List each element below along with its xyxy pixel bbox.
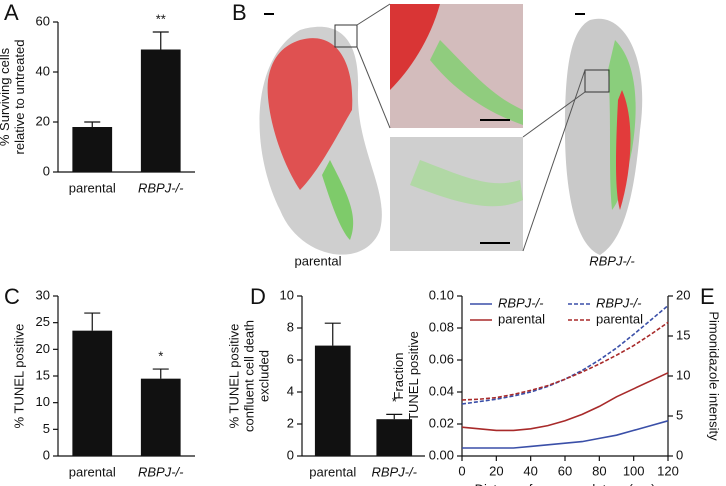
y-axis-label: % TUNEL positive	[226, 324, 241, 429]
x-tick-label: 100	[623, 463, 645, 478]
panel-letter: B	[232, 0, 247, 25]
inset-box	[584, 69, 610, 93]
bar	[72, 330, 113, 456]
y-tick-label: 0	[676, 447, 683, 462]
y-tick-label: 10	[676, 367, 690, 382]
y-tick-label: 8	[287, 319, 294, 334]
bar	[140, 49, 181, 172]
y-tick-label: 0.10	[429, 287, 454, 302]
x-tick-label: 60	[558, 463, 572, 478]
y-tick-label: 15	[36, 367, 50, 382]
y-tick-label: 0.00	[429, 447, 454, 462]
x-tick-label: 40	[523, 463, 537, 478]
y-tick-label: 5	[676, 407, 683, 422]
error-bar	[152, 368, 169, 379]
significance: *	[392, 394, 397, 409]
x-tick-label: parental	[309, 464, 356, 479]
panel-letter: C	[4, 284, 20, 309]
necrotic-area	[267, 38, 353, 190]
panel-letter: D	[250, 284, 266, 309]
y-axis-label: excluded	[256, 350, 271, 402]
y-tick-label: 20	[676, 287, 690, 302]
zoom-line	[356, 3, 391, 26]
x-tick-label: 120	[657, 463, 679, 478]
series-line	[461, 321, 669, 401]
y-tick-label: 0.04	[429, 383, 454, 398]
image-label: parental	[295, 253, 342, 268]
x-tick-label: 20	[489, 463, 503, 478]
x-tick-label: RBPJ-/-	[138, 180, 184, 195]
bar	[140, 378, 181, 456]
inset-green	[430, 40, 523, 125]
bar	[72, 127, 113, 172]
error-bar	[324, 322, 341, 346]
y-tick-label: 0.08	[429, 319, 454, 334]
y-tick-label: 20	[36, 341, 50, 356]
series-line	[462, 420, 669, 449]
series-line	[461, 372, 669, 432]
error-bar	[84, 121, 101, 127]
y-tick-label: 0	[287, 447, 294, 462]
legend-label: RBPJ-/-	[596, 295, 642, 310]
x-axis-label: Distance from vasculature (µm)	[475, 481, 656, 486]
y-tick-label: 6	[287, 351, 294, 366]
legend-label: parental	[498, 311, 545, 326]
panel-letter: E	[700, 284, 715, 309]
zoom-line	[522, 69, 586, 252]
legend-label: RBPJ-/-	[498, 295, 544, 310]
panel-b-images: B parental RBPJ-/-	[232, 0, 643, 268]
y-tick-label: 0.02	[429, 415, 454, 430]
x-tick-label: parental	[69, 180, 116, 195]
y-tick-label: 40	[36, 63, 50, 78]
inset-box	[334, 24, 358, 48]
y-axis-label: confluent cell death	[241, 320, 256, 432]
y-tick-label: 10	[280, 287, 294, 302]
bar	[314, 345, 351, 456]
y-tick-label: 30	[36, 287, 50, 302]
y-tick-label: 60	[36, 13, 50, 28]
panel-letter: A	[4, 0, 19, 25]
y-tick-label: 15	[676, 327, 690, 342]
x-tick-label: parental	[69, 464, 116, 479]
x-tick-label: 80	[592, 463, 606, 478]
y-tick-label: 20	[36, 113, 50, 128]
image-label: RBPJ-/-	[589, 253, 635, 268]
significance: *	[158, 349, 163, 364]
y-axis-label: % Surviving cells	[0, 47, 12, 146]
significance: **	[156, 11, 166, 26]
y-axis-label: Fraction	[391, 353, 406, 400]
bar	[376, 419, 413, 456]
y-tick-label: 4	[287, 383, 294, 398]
y-tick-label: 2	[287, 415, 294, 430]
y-tick-label: 0	[43, 163, 50, 178]
error-bar	[84, 312, 101, 331]
y-tick-label: 5	[43, 421, 50, 436]
inset-red	[390, 4, 440, 90]
zoom-line	[356, 46, 391, 129]
x-tick-label: RBPJ-/-	[138, 464, 184, 479]
series-line	[461, 304, 669, 405]
error-bar	[386, 413, 403, 420]
y-axis-label: % TUNEL positive	[11, 324, 26, 429]
y-tick-label: 0.06	[429, 351, 454, 366]
y-tick-label: 25	[36, 314, 50, 329]
x-tick-label: RBPJ-/-	[372, 464, 418, 479]
necrotic-area	[616, 90, 631, 210]
y-tick-label: 0	[43, 447, 50, 462]
hypoxic-area	[322, 160, 354, 240]
legend-label: parental	[596, 311, 643, 326]
x-tick-label: 0	[458, 463, 465, 478]
y-axis-label: TUNEL positive	[406, 331, 421, 421]
y-axis-label: relative to untreated	[12, 40, 27, 155]
inset-green	[410, 160, 523, 207]
error-bar	[152, 31, 169, 50]
y2-axis-label: Pimonidazole intensity	[707, 311, 722, 441]
y-tick-label: 10	[36, 394, 50, 409]
